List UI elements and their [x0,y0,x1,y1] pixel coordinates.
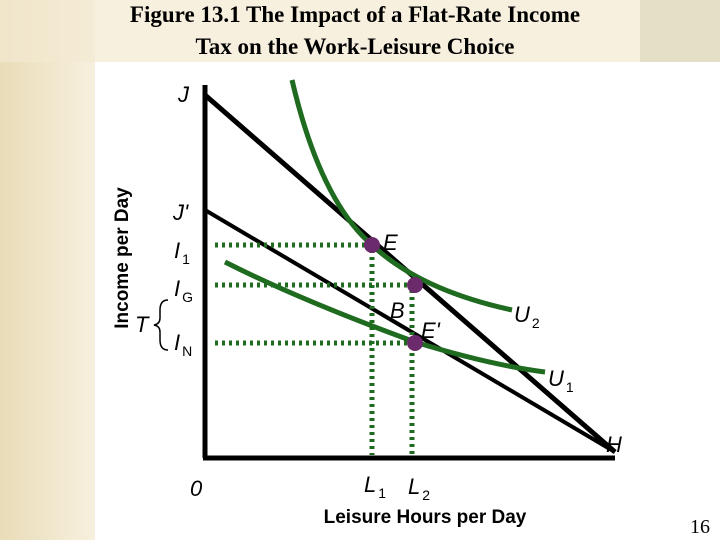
diagram-label: B [390,298,405,323]
label-main: U [514,302,530,327]
label-sub: N [182,343,192,359]
point-b [407,277,423,293]
title-line: Figure 13.1 The Impact of a Flat-Rate In… [130,2,580,27]
label-main: E' [421,318,441,343]
diagram-label: J' [172,200,189,225]
label-main: J' [172,200,189,225]
label-main: U [548,366,564,391]
label-main: B [390,298,405,323]
label-main: 0 [190,476,203,501]
diagram-label: T [135,312,150,337]
label-main: E [383,230,398,255]
label-main: T [135,312,150,337]
background-strip [0,0,95,540]
label-main: I [174,276,180,301]
guides [215,242,415,455]
title-band [0,0,720,62]
y-axis-label: Income per Day [112,187,133,329]
label-main: I [174,330,180,355]
page-number: 16 [690,516,710,538]
decoration [640,0,720,62]
diagram-label: J [177,82,190,107]
label-sub: G [182,289,193,305]
label-sub: 1 [378,485,386,501]
point-e-prime [407,335,423,351]
budget-line-jph [203,208,617,454]
label-main: L [408,474,420,499]
label-sub: 2 [532,315,540,331]
label-main: H [606,432,622,457]
label-main: L [364,472,376,497]
indifference-curve-u2 [289,79,513,313]
diagram-label: H [606,432,622,457]
point-e [364,237,380,253]
label-main: I [174,238,180,263]
label-sub: 1 [566,379,574,395]
diagram-label: E' [421,318,441,343]
indifference-curve-u1 [223,259,546,375]
brace [153,299,169,351]
diagram-label: 0 [190,476,203,501]
label-main: J [177,82,190,107]
x-axis-label: Leisure Hours per Day [324,507,527,528]
title-line: Tax on the Work-Leisure Choice [195,34,514,59]
label-sub: 1 [182,251,190,267]
diagram-label: E [383,230,398,255]
label-sub: 2 [422,487,430,503]
